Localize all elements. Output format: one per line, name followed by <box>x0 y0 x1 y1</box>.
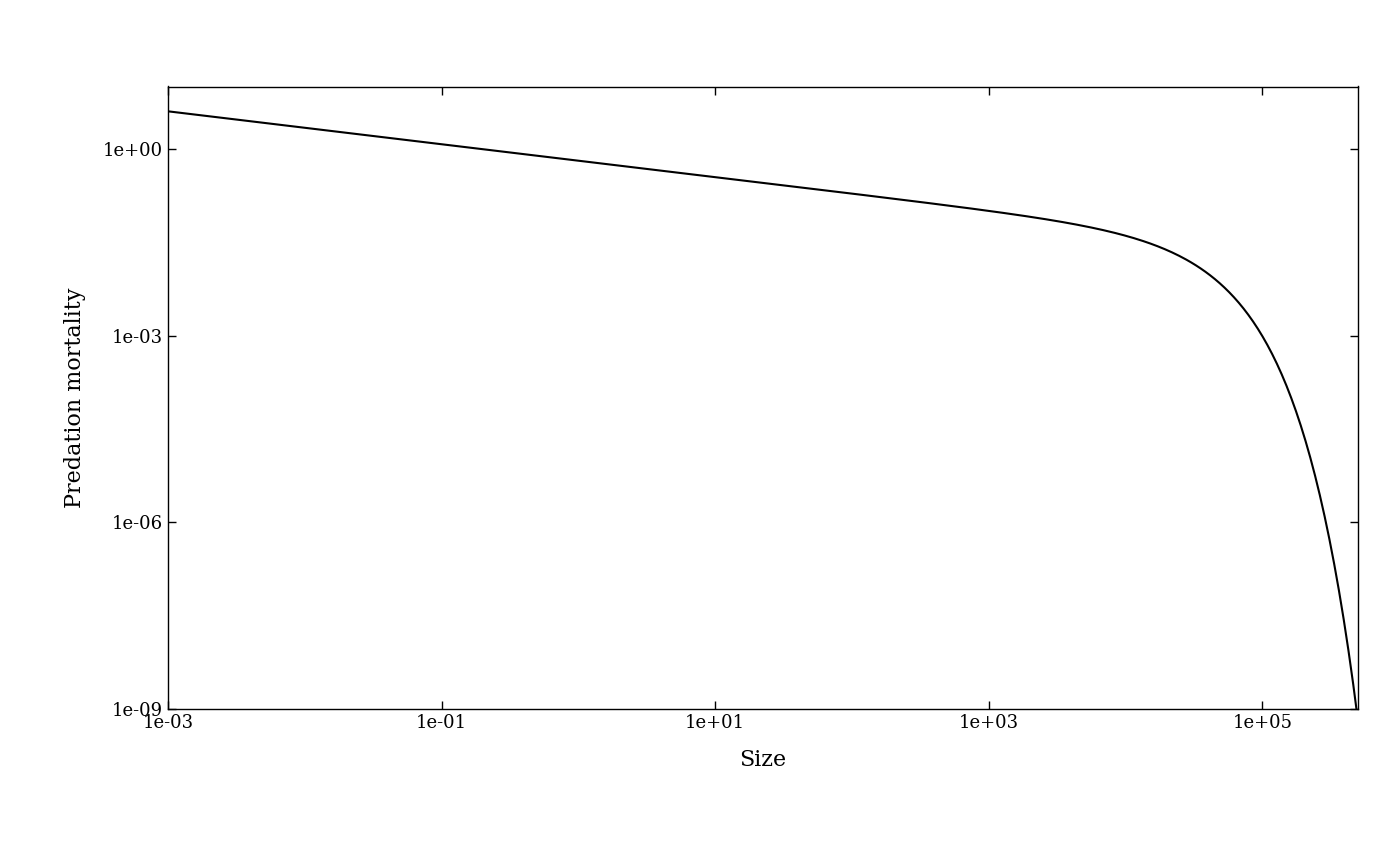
Y-axis label: Predation mortality: Predation mortality <box>64 288 87 508</box>
X-axis label: Size: Size <box>739 749 787 771</box>
